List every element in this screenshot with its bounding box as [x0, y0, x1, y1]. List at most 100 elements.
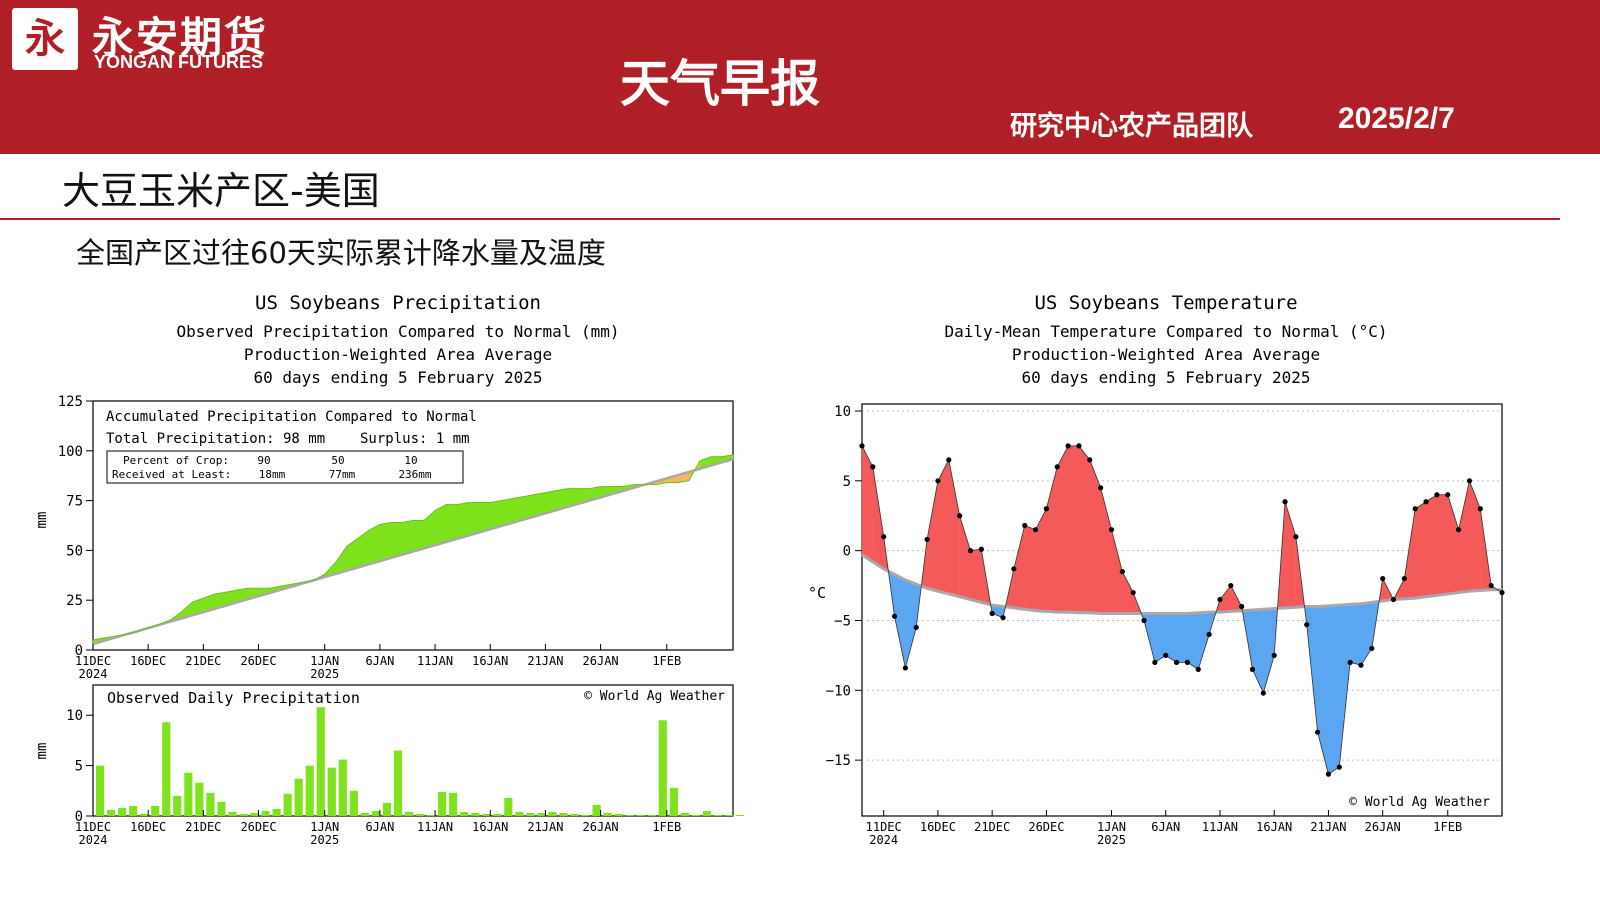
daily-precip-bar — [371, 810, 380, 816]
daily-precip-bar — [581, 814, 590, 816]
temp-data-point — [1260, 690, 1266, 696]
percent-10: 10 — [404, 454, 417, 467]
daily-precip-bar — [713, 814, 723, 816]
x-tick-year-label: 2025 — [310, 833, 339, 847]
brand-name-en: YONGAN FUTURES — [94, 52, 264, 72]
daily-precip-bar — [118, 807, 127, 816]
temp-data-point — [989, 610, 995, 617]
percent-crop-box — [106, 450, 464, 484]
daily-precip-bar — [151, 805, 160, 816]
x-tick-label: 26JAN — [583, 654, 619, 668]
y-tick-label: 10 — [834, 404, 851, 420]
daily-precip-bar — [129, 805, 138, 816]
accum-diff-segment — [412, 520, 425, 552]
y-tick-label: 100 — [58, 444, 83, 460]
daily-precip-bar — [228, 811, 237, 816]
temp-data-point — [870, 464, 876, 470]
temp-data-point — [1195, 666, 1201, 672]
brand-logo: 永 — [12, 8, 78, 70]
daily-precip-bar — [603, 812, 612, 816]
daily-precip-bar — [493, 813, 502, 816]
x-tick-year-label: 2024 — [869, 833, 898, 847]
temp-data-point — [1249, 666, 1256, 672]
temp-data-point — [1336, 764, 1342, 770]
daily-precip-bar — [96, 765, 105, 816]
daily-precip-bar — [239, 813, 248, 816]
daily-precip-bar — [438, 791, 447, 816]
x-tick-year-label: 2025 — [310, 667, 339, 681]
temp-anomaly-segment — [1436, 494, 1448, 596]
temp-data-point — [859, 443, 865, 449]
y-tick-label: 25 — [66, 593, 83, 609]
daily-precip-bar — [702, 810, 712, 816]
temp-data-point — [881, 534, 887, 540]
x-tick-label: 21DEC — [974, 820, 1010, 834]
daily-precip-bar — [592, 804, 601, 816]
accum-diff-segment — [489, 500, 502, 530]
x-tick-year-label: 2025 — [1097, 833, 1126, 847]
temp-data-point — [1499, 589, 1505, 596]
temp-data-point — [1184, 659, 1191, 665]
x-tick-label: 1JAN — [1097, 820, 1126, 834]
daily-precip-bar — [349, 790, 358, 816]
y-tick-label: 0 — [843, 544, 851, 560]
temp-data-point — [1239, 603, 1245, 610]
accum-diff-segment — [368, 524, 381, 565]
daily-precip-bar — [404, 811, 414, 816]
x-tick-label: 6JAN — [365, 820, 394, 834]
temp-data-point — [1043, 506, 1050, 512]
daily-precip-bar — [338, 759, 347, 816]
temp-data-point — [1217, 596, 1223, 603]
accum-diff-segment — [390, 522, 403, 559]
temp-data-point — [1098, 485, 1104, 491]
x-tick-label: 26DEC — [240, 654, 276, 668]
x-tick-label: 1FEB — [652, 820, 681, 834]
x-tick-label: 6JAN — [1151, 820, 1180, 834]
temp-copyright: © World Ag Weather — [1349, 795, 1490, 810]
daily-precip-bar — [614, 813, 623, 816]
temp-data-point — [978, 546, 984, 552]
accum-diff-segment — [456, 502, 469, 540]
precip-subtitle-1: Observed Precipitation Compared to Norma… — [176, 322, 619, 341]
temp-data-point — [1456, 527, 1462, 533]
x-tick-label: 16JAN — [472, 654, 508, 668]
temp-data-point — [957, 513, 963, 519]
temp-subtitle-1: Daily-Mean Temperature Compared to Norma… — [944, 322, 1387, 341]
x-tick-label: 16DEC — [130, 820, 166, 834]
y-tick-label: 10 — [66, 708, 83, 724]
x-tick-label: 16JAN — [1256, 820, 1292, 834]
temp-data-point — [935, 478, 941, 484]
x-tick-label: 1FEB — [1433, 820, 1462, 834]
daily-precip-bar — [360, 812, 369, 816]
daily-precip-bar — [559, 812, 568, 816]
temp-data-point — [1054, 464, 1060, 470]
y-tick-label: 125 — [58, 394, 83, 410]
daily-precip-bar — [658, 720, 667, 816]
daily-precip-bar — [625, 814, 634, 816]
temp-data-point — [1108, 527, 1115, 533]
daily-precip-bar — [482, 813, 491, 816]
daily-precip-bar — [283, 793, 292, 816]
brand-logo-glyph: 永 — [25, 16, 65, 62]
y-tick-label: −5 — [834, 613, 851, 629]
percent-50: 50 — [331, 454, 344, 467]
temp-data-point — [1271, 652, 1277, 658]
daily-precip-bar — [471, 812, 480, 816]
precip-top-ylabel: mm — [34, 512, 50, 529]
amount-236mm: 236mm — [398, 468, 431, 481]
accum-diff-segment — [467, 502, 480, 536]
y-tick-label: 5 — [75, 759, 83, 775]
daily-precip-bar — [647, 814, 656, 816]
daily-precip-bar — [184, 772, 193, 816]
daily-precip-bar — [206, 792, 215, 816]
y-tick-label: 50 — [66, 543, 83, 559]
x-tick-label: 1JAN — [310, 820, 339, 834]
y-tick-label: 5 — [843, 474, 851, 490]
daily-precip-bar — [195, 782, 204, 816]
x-tick-label: 11JAN — [1202, 820, 1238, 834]
x-tick-label: 6JAN — [365, 654, 394, 668]
precip-inner-title: Accumulated Precipitation Compared to No… — [106, 409, 477, 425]
x-tick-label: 16DEC — [130, 654, 166, 668]
precip-title: US Soybeans Precipitation — [255, 292, 541, 314]
